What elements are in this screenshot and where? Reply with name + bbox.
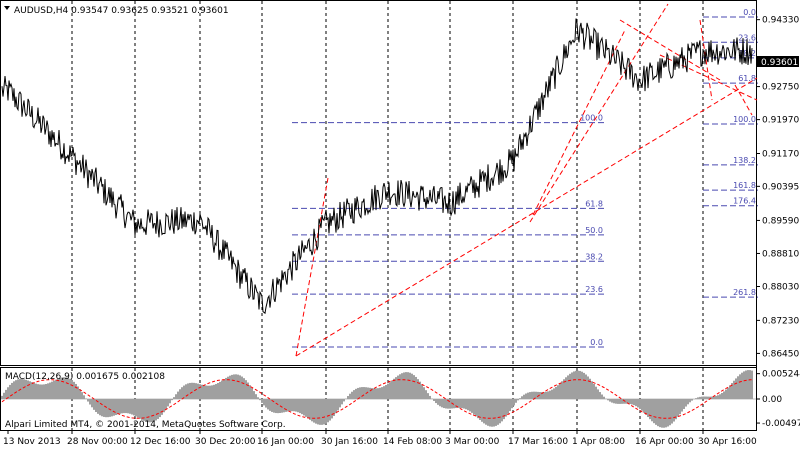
time-tick-label: 14 Feb 08:00 [383, 437, 442, 447]
price-tick-label: 0.89590 [762, 216, 799, 226]
fib-level-label: 261.8 [733, 288, 756, 297]
macd-tick-label: 0.00 [762, 395, 782, 405]
trend-line[interactable] [295, 77, 758, 357]
trend-line[interactable] [619, 19, 721, 81]
time-tick-label: 16 Jan 00:00 [257, 437, 314, 447]
fib-level-label: 61.8 [585, 199, 603, 208]
price-tick-label: 0.86450 [762, 349, 799, 359]
trend-line[interactable] [734, 84, 753, 116]
trend-line[interactable] [699, 19, 713, 101]
fib-level-label: 100.0 [580, 114, 603, 123]
fibonacci-levels[interactable]: 0.0 23.6 38.2 50.0 61.8 100.0 161.8 176.4 0.0 23.… [292, 0, 758, 348]
fib-level-label: 161.8 [733, 181, 756, 190]
macd-tick-label: 0.005244 [762, 370, 800, 380]
symbol-title: AUDUSD,H4 0.93547 0.93625 0.93521 0.9360… [14, 6, 229, 16]
macd-indicator [1, 370, 756, 428]
fib-level-label: 50.0 [585, 226, 603, 235]
time-tick-label: 30 Dec 20:00 [195, 437, 256, 447]
trend-line[interactable] [295, 177, 329, 357]
time-tick-label: 1 Apr 08:00 [572, 437, 625, 447]
macd-axis[interactable]: 0.005244 0.00 -0.004978 [756, 370, 800, 429]
price-axis[interactable]: 0.94330 0.92750 0.91970 0.91170 0.90395 0.895… [756, 16, 799, 360]
fib-level-label: 23.6 [738, 33, 756, 42]
price-tick-label: 0.88030 [762, 282, 799, 292]
price-tick-label: 0.92750 [762, 83, 799, 93]
macd-signal-line [1, 379, 753, 419]
fib-level-label: 61.8 [738, 74, 756, 83]
time-tick-label: 3 Mar 00:00 [445, 437, 500, 447]
current-price-text: 0.93601 [761, 58, 798, 68]
macd-tick-label: -0.004978 [762, 419, 800, 429]
macd-header: MACD(12,26,9) 0.001675 0.002108 [5, 372, 165, 382]
time-tick-label: 28 Nov 00:00 [67, 437, 128, 447]
fib-level-label: 23.6 [585, 285, 603, 294]
price-tick-label: 0.88810 [762, 249, 799, 259]
price-tick-label: 0.87230 [762, 316, 799, 326]
time-tick-label: 13 Nov 2013 [3, 437, 61, 447]
symbol-header: AUDUSD,H4 0.93547 0.93625 0.93521 0.9360… [4, 6, 229, 16]
time-tick-label: 17 Mar 16:00 [508, 437, 568, 447]
fib-level-label: 38.2 [585, 252, 603, 261]
macd-label: MACD(12,26,9) 0.001675 0.002108 [5, 372, 165, 382]
fib-level-label: 0.0 [743, 8, 756, 17]
fib-level-label: 138.2 [733, 156, 756, 165]
price-tick-label: 0.91170 [762, 150, 799, 160]
current-price-box [757, 56, 799, 67]
price-tick-label: 0.90395 [762, 182, 799, 192]
time-tick-label: 16 Apr 00:00 [635, 437, 694, 447]
price-line [1, 18, 753, 315]
price-panel-frame [0, 0, 757, 366]
time-tick-label: 30 Jan 16:00 [321, 437, 378, 447]
copyright-text: Alpari Limited MT4, © 2001-2014, MetaQuo… [5, 420, 286, 430]
time-tick-label: 30 Apr 16:00 [698, 437, 757, 447]
fib-level-label: 0.0 [590, 338, 603, 347]
price-series [1, 18, 753, 315]
price-tick-label: 0.91970 [762, 116, 799, 126]
chart-dropdown-icon[interactable] [4, 6, 10, 10]
price-tick-label: 0.94330 [762, 16, 799, 26]
current-price-marker: 0.93601 [757, 56, 799, 68]
trend-line[interactable] [529, 3, 669, 223]
time-axis[interactable]: 13 Nov 2013 28 Nov 00:00 12 Dec 16:00 30 De… [3, 431, 757, 447]
time-tick-label: 12 Dec 16:00 [130, 437, 191, 447]
fib-level-label: 100.0 [733, 115, 756, 124]
fib-level-label: 176.4 [733, 197, 756, 206]
